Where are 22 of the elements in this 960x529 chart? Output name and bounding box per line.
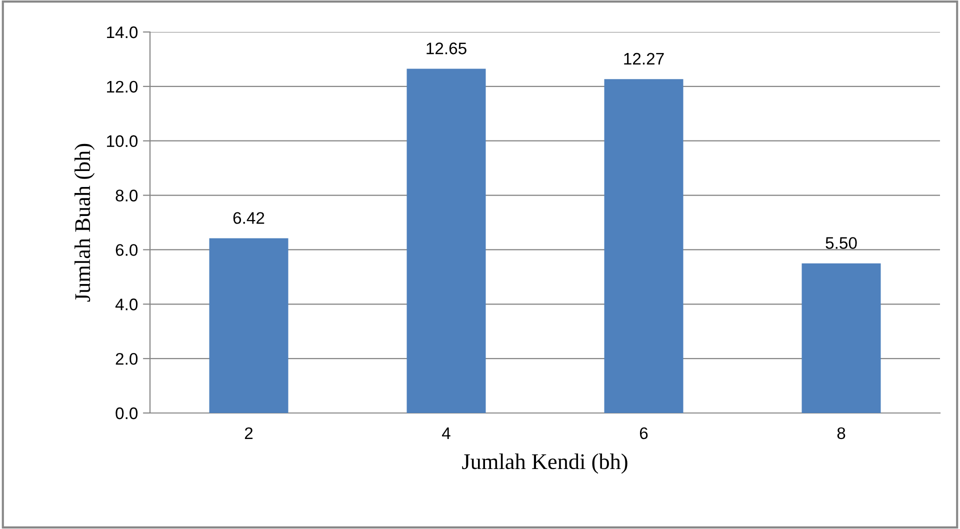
x-tick-label: 6 xyxy=(640,427,648,440)
y-tick-label: 10.0 xyxy=(107,135,138,148)
x-tick-label: 2 xyxy=(244,427,253,439)
data-label: 6.42 xyxy=(233,212,264,224)
bar xyxy=(209,238,288,413)
y-tick-label: 8.0 xyxy=(116,190,138,202)
data-label: 12.65 xyxy=(426,42,466,54)
y-axis-title: Jumlah Buah (bh) xyxy=(74,144,95,302)
x-tick-label: 8 xyxy=(837,427,846,440)
bar xyxy=(604,79,684,413)
y-tick-label: 4.0 xyxy=(115,298,138,310)
x-tick-label: 4 xyxy=(442,428,450,439)
y-tick-label: 12.0 xyxy=(107,80,138,93)
y-tick-label: 0.0 xyxy=(116,407,138,420)
y-tick-label: 2.0 xyxy=(116,352,138,365)
y-tick-label: 6.0 xyxy=(116,244,138,256)
bar xyxy=(802,263,881,413)
y-tick-label: 14.0 xyxy=(107,26,138,38)
bar xyxy=(406,68,486,413)
x-axis-title: Jumlah Kendi (bh) xyxy=(462,454,628,474)
data-label: 12.27 xyxy=(624,52,664,65)
data-label: 5.50 xyxy=(826,237,857,249)
